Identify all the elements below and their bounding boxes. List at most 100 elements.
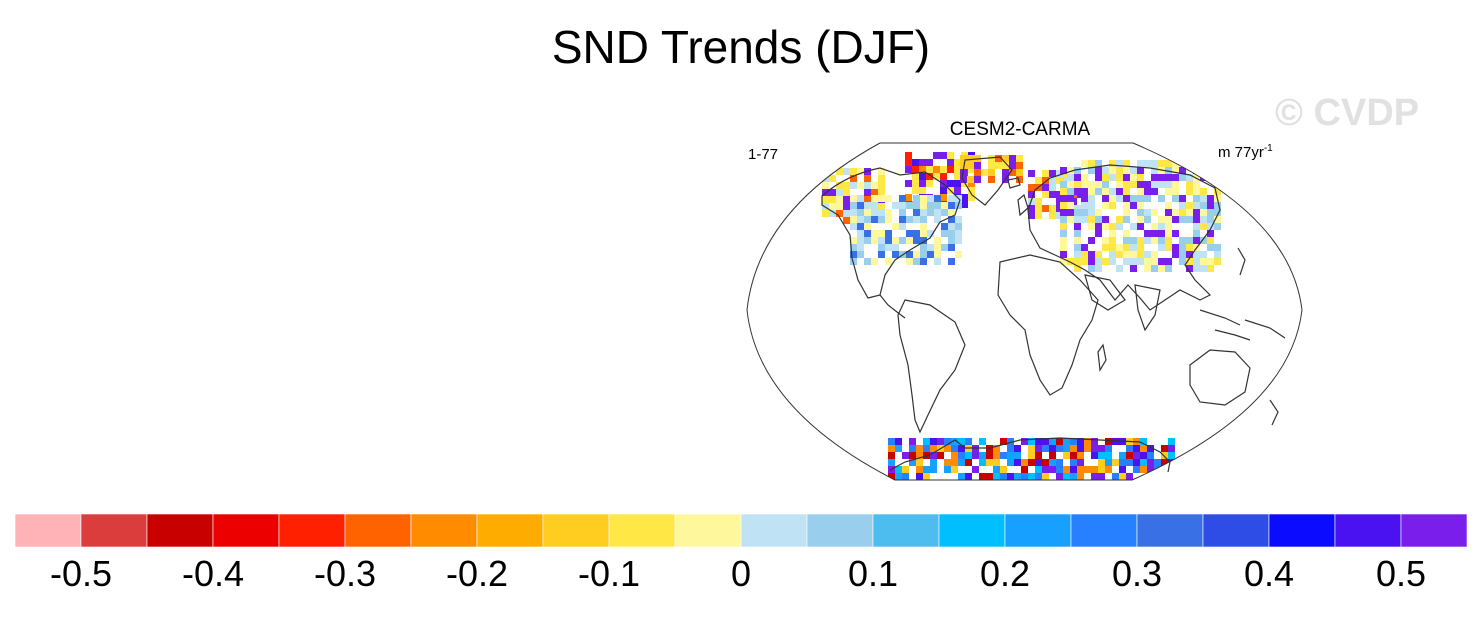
snow-trend-cell (1067, 195, 1074, 202)
snow-trend-cell (1102, 167, 1109, 174)
snow-trend-cell (892, 244, 899, 251)
snow-trend-cell (988, 169, 995, 176)
snow-trend-cell (864, 258, 871, 265)
snow-trend-cell (850, 251, 857, 258)
snow-trend-cell (958, 438, 965, 445)
snow-trend-cell (1123, 202, 1130, 209)
snow-trend-cell (1207, 230, 1214, 237)
snow-trend-cell (1049, 177, 1056, 184)
snow-trend-cell (948, 216, 955, 223)
snow-trend-cell (1000, 466, 1007, 473)
snow-trend-cell (934, 209, 941, 216)
snow-trend-cell (1109, 160, 1116, 167)
colorbar-box (410, 513, 478, 548)
snow-trend-cell (836, 168, 843, 175)
snow-trend-cell (1119, 459, 1126, 466)
snow-trend-cell (954, 159, 961, 166)
snow-trend-cell (1154, 459, 1161, 466)
snow-trend-cell (843, 203, 850, 210)
snow-trend-cell (1074, 209, 1081, 216)
snow-trend-cell (1123, 209, 1130, 216)
snow-trend-cell (1007, 445, 1014, 452)
snow-trend-cell (1158, 258, 1165, 265)
colorbar-box (1004, 513, 1072, 548)
snow-trend-cell (899, 237, 906, 244)
snow-trend-cell (871, 209, 878, 216)
snow-trend-cell (1165, 223, 1172, 230)
snow-trend-cell (909, 459, 916, 466)
snow-trend-cell (1095, 174, 1102, 181)
snow-trend-cell (1028, 170, 1035, 177)
snow-trend-cell (1126, 452, 1133, 459)
snow-trend-cell (1042, 170, 1049, 177)
snow-trend-cell (1123, 195, 1130, 202)
snow-trend-cell (1060, 209, 1067, 216)
snow-trend-cell (988, 176, 995, 183)
snow-trend-cell (927, 195, 934, 202)
snow-trend-cell (1151, 167, 1158, 174)
snow-trend-cell (967, 176, 974, 183)
snow-trend-cell (1137, 216, 1144, 223)
snow-trend-cell (899, 202, 906, 209)
colorbar-tick-label: 0.1 (847, 553, 899, 594)
snow-trend-cell (986, 473, 993, 480)
snow-trend-cell (888, 452, 895, 459)
snow-trend-cell (993, 452, 1000, 459)
snow-trend-cell (1186, 216, 1193, 223)
snow-trend-cell (1056, 445, 1063, 452)
colorbar-box (872, 513, 940, 548)
snow-trend-cell (1165, 188, 1172, 195)
snow-trend-cell (986, 452, 993, 459)
snow-trend-cell (1126, 473, 1133, 480)
snow-trend-cell (920, 237, 927, 244)
snow-trend-cell (1179, 237, 1186, 244)
colorbar-box (674, 513, 742, 548)
snow-trend-cell (1179, 174, 1186, 181)
snow-trend-cell (1112, 473, 1119, 480)
snow-trend-cell (1130, 174, 1137, 181)
snow-trend-cell (1207, 237, 1214, 244)
snow-trend-cell (927, 209, 934, 216)
snow-trend-cell (951, 466, 958, 473)
snow-trend-cell (1116, 181, 1123, 188)
snow-trend-cell (1186, 181, 1193, 188)
snow-trend-cell (829, 210, 836, 217)
snow-trend-cell (940, 194, 947, 201)
snow-trend-cell (1144, 160, 1151, 167)
snow-trend-cell (979, 452, 986, 459)
snow-trend-cell (968, 194, 975, 201)
snow-trend-cell (822, 196, 829, 203)
snow-trend-cell (1081, 160, 1088, 167)
snow-trend-cell (1049, 466, 1056, 473)
snow-trend-cell (1123, 237, 1130, 244)
snow-trend-cell (1151, 160, 1158, 167)
snow-trend-cell (1109, 167, 1116, 174)
snow-trend-cell (1074, 244, 1081, 251)
snow-trend-cell (1165, 174, 1172, 181)
snow-trend-cell (1186, 251, 1193, 258)
snow-trend-cell (1074, 258, 1081, 265)
snow-trend-cell (1035, 445, 1042, 452)
snow-trend-cell (1130, 181, 1137, 188)
snow-trend-cell (1095, 160, 1102, 167)
snow-trend-cell (1193, 258, 1200, 265)
snow-trend-cell (1130, 167, 1137, 174)
snow-trend-cell (948, 258, 955, 265)
snow-trend-cell (948, 202, 955, 209)
snow-trend-cell (899, 209, 906, 216)
snow-trend-cell (1137, 167, 1144, 174)
snow-trend-cell (1035, 198, 1042, 205)
snow-trend-cell (885, 244, 892, 251)
snow-trend-cell (974, 162, 981, 169)
snow-trend-cell (843, 189, 850, 196)
snow-trend-cell (961, 201, 968, 208)
snow-trend-cell (857, 244, 864, 251)
snow-trend-cell (857, 182, 864, 189)
snow-trend-cell (878, 189, 885, 196)
snow-trend-cell (1123, 174, 1130, 181)
snow-trend-cell (1088, 181, 1095, 188)
snow-trend-cell (1077, 466, 1084, 473)
snow-trend-cell (1133, 445, 1140, 452)
map-boundary (746, 142, 1303, 481)
snow-trend-cell (888, 459, 895, 466)
